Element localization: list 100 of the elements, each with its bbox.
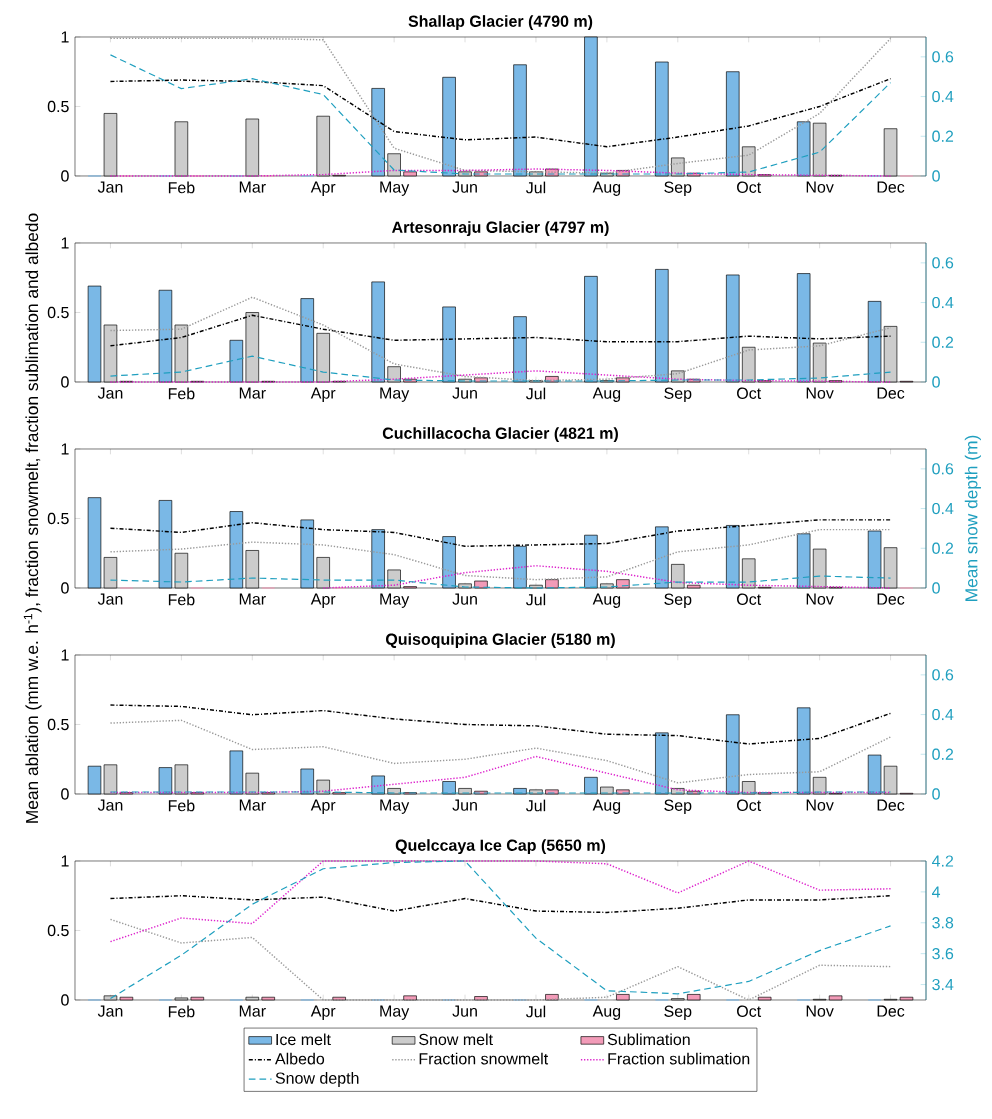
- x-tick-label: Oct: [737, 593, 762, 605]
- x-tick-label: Jun: [452, 593, 477, 605]
- x-tick-label: Oct: [737, 387, 762, 399]
- x-tick-label: May: [380, 593, 410, 608]
- x-tick-label: May: [380, 1005, 410, 1020]
- y2-tick-label: 0.4: [932, 90, 954, 103]
- y-axis-title: Mean ablation (mm w.e. h$^{-1}$), fraction snowmelt, fraction sublimation and albedo: [23, 213, 42, 823]
- x-tick-label: Jan: [97, 1005, 123, 1017]
- x-tick-label: Jul: [525, 1005, 546, 1018]
- x-tick-label: Apr: [310, 181, 336, 196]
- x-tick-label: Jun: [452, 799, 477, 811]
- y2-tick-label: 0.4: [932, 296, 954, 309]
- y2-tick-label: 0: [932, 376, 940, 388]
- y2-tick-label: 0.2: [932, 336, 954, 348]
- x-tick-label: Feb: [168, 799, 195, 812]
- y-tick-label: 0: [61, 788, 69, 800]
- y2-tick-label: 0: [932, 788, 940, 800]
- y2-tick-label: 0.6: [932, 463, 954, 475]
- y-tick-label: 1: [61, 31, 69, 43]
- x-tick-label: Sep: [664, 1005, 692, 1021]
- x-tick-label: May: [380, 387, 410, 402]
- y2-tick-label: 3.4: [932, 978, 954, 991]
- x-tick-label: Nov: [806, 799, 834, 811]
- y-tick-label: 0: [61, 170, 69, 182]
- y-tick-label: 1: [61, 443, 69, 455]
- legend-label: Ice melt: [276, 1033, 331, 1046]
- x-tick-label: Sep: [664, 799, 692, 815]
- y-tick-label: 1: [61, 855, 69, 867]
- x-tick-label: Nov: [806, 387, 834, 399]
- x-tick-label: Apr: [310, 593, 336, 608]
- y2-tick-label: 0: [932, 582, 940, 594]
- y2-tick-label: 0.2: [932, 748, 954, 760]
- y2-tick-label: 0.2: [932, 542, 954, 554]
- legend-label: Fraction sublimation: [608, 1052, 750, 1065]
- x-tick-label: Mar: [239, 1005, 266, 1017]
- y-tick-label: 1: [61, 237, 69, 249]
- x-tick-label: Jun: [452, 181, 477, 193]
- chart-title: Quelccaya Ice Cap (5650 m): [395, 839, 606, 855]
- y-tick-label: 0.5: [47, 718, 69, 731]
- x-tick-label: May: [380, 181, 410, 196]
- x-tick-label: Feb: [168, 387, 195, 400]
- x-tick-label: Feb: [168, 181, 195, 194]
- x-tick-label: Nov: [806, 1005, 834, 1017]
- x-tick-label: Dec: [877, 799, 905, 811]
- x-tick-label: Mar: [239, 181, 266, 193]
- x-tick-label: May: [380, 799, 410, 814]
- x-tick-label: Aug: [592, 1005, 621, 1020]
- y2-tick-label: 0.6: [932, 51, 954, 63]
- y2-tick-label: 0.2: [932, 130, 954, 142]
- x-tick-label: Mar: [239, 593, 266, 605]
- chart-title: Shallap Glacier (4790 m): [408, 15, 593, 31]
- y-tick-label: 0.5: [47, 306, 69, 319]
- x-tick-label: Jul: [525, 181, 546, 194]
- x-tick-label: Aug: [592, 593, 621, 608]
- x-tick-label: Oct: [737, 799, 762, 811]
- y2-tick-label: 0: [932, 170, 940, 182]
- x-tick-label: Nov: [806, 593, 834, 605]
- x-tick-label: Mar: [239, 387, 266, 399]
- x-tick-label: Apr: [310, 387, 336, 402]
- y2-tick-label: 0.6: [932, 257, 954, 269]
- x-tick-label: Jan: [97, 799, 123, 811]
- x-tick-label: Nov: [806, 181, 834, 193]
- x-tick-label: Aug: [592, 799, 621, 814]
- x-tick-label: Sep: [664, 181, 692, 197]
- x-tick-label: Dec: [877, 181, 905, 193]
- legend-label: Sublimation: [607, 1033, 690, 1046]
- y2-tick-label: 0.4: [932, 502, 954, 515]
- x-tick-label: Dec: [877, 593, 905, 605]
- x-tick-label: Jun: [452, 387, 477, 399]
- y2-tick-label: 4.2: [931, 855, 954, 867]
- x-tick-label: Jul: [525, 593, 546, 606]
- y-tick-label: 0: [61, 582, 69, 594]
- x-tick-label: Jul: [525, 387, 546, 400]
- legend-label: Snow melt: [419, 1033, 493, 1046]
- y2-tick-label: 4: [931, 886, 941, 898]
- x-tick-label: Feb: [168, 593, 195, 606]
- x-tick-label: Dec: [877, 387, 905, 399]
- x-tick-label: Jun: [452, 1005, 477, 1017]
- y-tick-label: 1: [61, 649, 69, 661]
- x-tick-label: Aug: [592, 387, 621, 402]
- legend-label: Albedo: [274, 1052, 325, 1065]
- x-tick-label: Sep: [664, 593, 692, 609]
- x-tick-label: Jan: [97, 181, 123, 193]
- x-tick-label: Aug: [592, 181, 621, 196]
- x-tick-label: Sep: [664, 387, 692, 403]
- x-tick-label: Oct: [737, 181, 762, 193]
- y-tick-label: 0: [61, 994, 69, 1006]
- chart-title: Quisoquipina Glacier (5180 m): [386, 633, 615, 649]
- x-tick-label: Jan: [97, 593, 123, 605]
- y-tick-label: 0.5: [47, 100, 69, 113]
- x-tick-label: Dec: [877, 1005, 905, 1017]
- y-tick-label: 0.5: [47, 512, 69, 525]
- x-tick-label: Jul: [525, 799, 546, 812]
- y-tick-label: 0: [61, 376, 69, 388]
- legend-label: Snow depth: [275, 1072, 359, 1087]
- x-tick-label: Apr: [310, 1005, 336, 1020]
- chart-title: Cuchillacocha Glacier (4821 m): [382, 427, 618, 443]
- y2-tick-label: 0.6: [932, 669, 954, 681]
- y2-tick-label: 0.4: [932, 708, 954, 721]
- y2-tick-label: 3.8: [932, 917, 954, 929]
